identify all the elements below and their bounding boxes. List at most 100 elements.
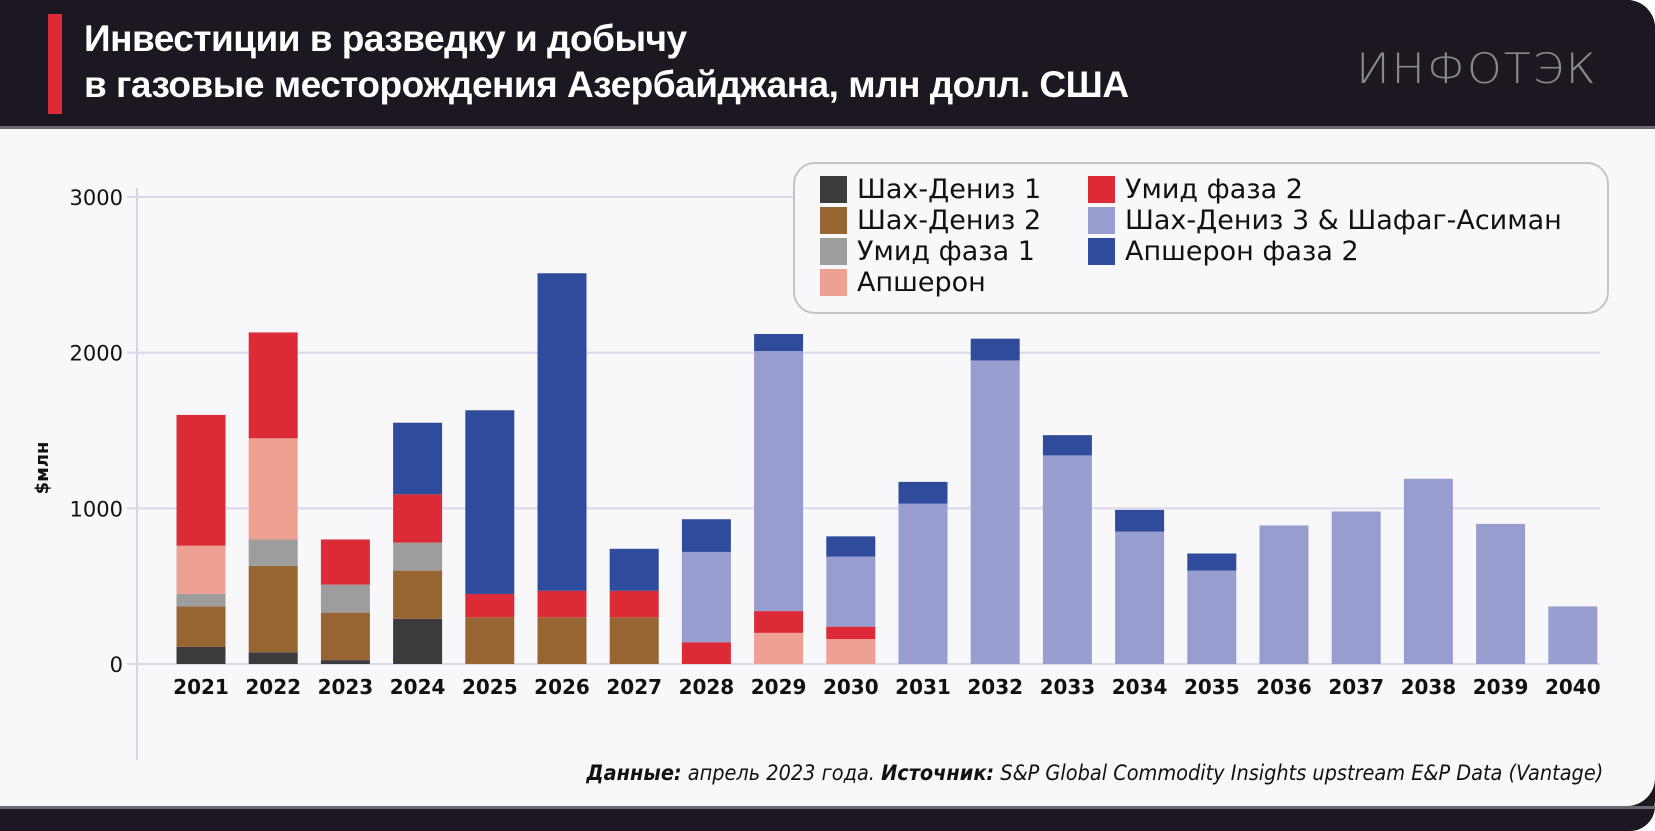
title-line-2: в газовые месторождения Азербайджана, мл… <box>84 64 1129 105</box>
y-tick-label: 1000 <box>70 497 123 521</box>
bar-segment <box>320 584 370 613</box>
legend-item-umid-phase-1: Умид фаза 1 <box>820 236 1035 267</box>
bar-segment <box>898 481 948 504</box>
chart-title: Инвестиции в разведку и добычу в газовые… <box>84 16 1129 108</box>
x-tick-label: 2040 <box>1545 675 1601 699</box>
bar-segment <box>609 548 659 591</box>
bar-segment <box>248 438 298 540</box>
title-line-1: Инвестиции в разведку и добычу <box>84 18 687 59</box>
bar-segment <box>754 351 804 612</box>
bar-segment <box>248 565 298 653</box>
accent-bar <box>48 14 62 114</box>
x-tick-labels: 2021 2022 2023 2024 2025 2026 2027 2028 2029 2030… <box>173 675 1600 699</box>
bar-segment <box>681 519 731 552</box>
x-tick-label: 2021 <box>173 675 229 699</box>
bar-segment <box>609 617 659 664</box>
legend-swatch <box>820 238 847 265</box>
legend-item-shah-deniz-3-shafag-asiman: Шах-Дениз 3 & Шафаг-Асиман <box>1088 205 1562 236</box>
y-tick-label: 2000 <box>70 342 123 366</box>
x-tick-label: 2034 <box>1112 675 1168 699</box>
x-tick-label: 2028 <box>679 675 735 699</box>
bar-segment <box>1187 553 1237 571</box>
bar-segment <box>1042 455 1092 664</box>
x-tick-label: 2032 <box>967 675 1023 699</box>
legend-swatch <box>1088 176 1115 203</box>
bar-segment <box>537 590 587 618</box>
legend-label: Умид фаза 2 <box>1125 174 1303 205</box>
footer-band <box>0 806 1655 831</box>
x-tick-label: 2037 <box>1328 675 1384 699</box>
y-tick-labels: 0 1000 2000 3000 <box>70 186 123 677</box>
bar-segment <box>826 639 876 664</box>
source-label: Источник: <box>880 761 994 785</box>
bar-segment <box>1331 511 1381 664</box>
bar-segment <box>1476 523 1526 664</box>
x-tick-label: 2038 <box>1401 675 1457 699</box>
bar-segment <box>754 632 804 664</box>
bar-segment <box>826 536 876 557</box>
x-tick-label: 2036 <box>1256 675 1312 699</box>
legend-swatch <box>1088 238 1115 265</box>
bar-segment <box>248 539 298 566</box>
bar-segment <box>176 414 226 546</box>
bar-segment <box>393 618 443 664</box>
bar-segment <box>898 503 948 664</box>
source-text: S&P Global Commodity Insights upstream E… <box>993 761 1603 785</box>
legend-item-shah-deniz-1: Шах-Дениз 1 <box>820 174 1041 205</box>
legend-label: Умид фаза 1 <box>857 236 1035 267</box>
x-tick-label: 2039 <box>1473 675 1529 699</box>
x-tick-label: 2030 <box>823 675 879 699</box>
x-tick-label: 2029 <box>751 675 807 699</box>
header: Инвестиции в разведку и добычу в газовые… <box>0 0 1655 129</box>
legend-label: Апшерон <box>857 267 986 298</box>
bar-segment <box>1115 531 1165 664</box>
data-text: апрель 2023 года. <box>681 761 881 785</box>
legend-label: Шах-Дениз 1 <box>857 174 1042 205</box>
bar-segment <box>754 611 804 633</box>
x-tick-label: 2023 <box>318 675 374 699</box>
bar-segment <box>1042 435 1092 456</box>
y-tick-label: 0 <box>110 653 123 677</box>
bar-segment <box>826 626 876 640</box>
legend-label: Апшерон фаза 2 <box>1125 236 1359 267</box>
bar-segment <box>393 570 443 619</box>
bar-segment <box>1548 606 1598 664</box>
bar-segment <box>176 646 226 664</box>
bar-segment <box>1259 525 1309 664</box>
legend-item-absheron: Апшерон <box>820 267 986 298</box>
bar-segment <box>609 590 659 618</box>
legend-item-shah-deniz-2: Шах-Дениз 2 <box>820 205 1041 236</box>
source-note: Данные: апрель 2023 года. Источник: S&P … <box>586 761 1603 785</box>
bar-segment <box>248 652 298 664</box>
legend-item-absheron-phase-2: Апшерон фаза 2 <box>1088 236 1359 267</box>
bar-segment <box>465 593 515 618</box>
bar-segment <box>176 593 226 607</box>
brand-logo: ИНФОТЭК <box>1356 44 1598 93</box>
bar-segment <box>1187 570 1237 664</box>
legend-swatch <box>1088 207 1115 234</box>
x-tick-label: 2027 <box>606 675 662 699</box>
x-tick-label: 2031 <box>895 675 951 699</box>
x-tick-label: 2033 <box>1040 675 1096 699</box>
bar-segment <box>393 494 443 543</box>
bar-segment <box>826 556 876 627</box>
bar-segment <box>970 338 1020 361</box>
y-axis-label: $млн <box>32 442 53 495</box>
x-tick-label: 2022 <box>245 675 301 699</box>
legend: Шах-Дениз 1 Шах-Дениз 2 Умид фаза 1 Апше… <box>793 162 1609 314</box>
x-tick-label: 2025 <box>462 675 518 699</box>
bars <box>176 273 1598 664</box>
bar-segment <box>970 360 1020 664</box>
bar-segment <box>1115 509 1165 532</box>
x-tick-label: 2024 <box>390 675 446 699</box>
bar-segment <box>320 539 370 585</box>
bar-segment <box>754 333 804 352</box>
legend-swatch <box>820 269 847 296</box>
bar-segment <box>537 273 587 591</box>
bar-segment <box>681 551 731 643</box>
bar-segment <box>176 606 226 647</box>
legend-swatch <box>820 207 847 234</box>
bar-segment <box>537 617 587 664</box>
bar-segment <box>465 617 515 664</box>
